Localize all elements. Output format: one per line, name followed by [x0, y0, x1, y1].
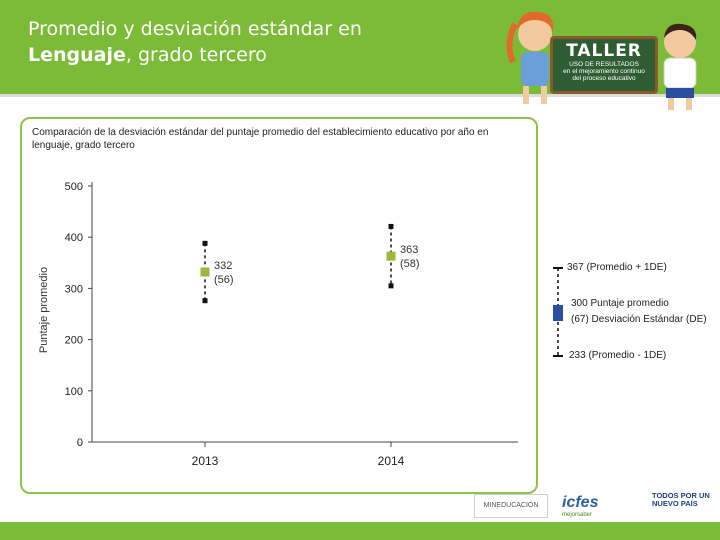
header-divider	[0, 94, 720, 97]
y-tick-label: 100	[65, 386, 83, 398]
taller-logo: TALLER USO DE RESULTADOS en el mejoramie…	[550, 36, 658, 94]
y-tick-label: 500	[65, 181, 83, 193]
legend-upper-label: 367 (Promedio + 1DE)	[567, 262, 667, 273]
icfes-logo: icfes	[562, 494, 599, 511]
taller-sub1: USO DE RESULTADOS	[569, 61, 639, 68]
slide-title-rest: , grado tercero	[125, 44, 267, 66]
x-tick-label: 2013	[192, 454, 219, 468]
legend-sd-label: (67) Desviación Estándar (DE)	[571, 314, 707, 325]
chart-card	[20, 117, 538, 494]
sd-label: (58)	[400, 258, 420, 270]
x-ticks: 2013 2014	[192, 442, 405, 468]
mineducacion-logo: MINEDUCACIÓN	[474, 494, 548, 518]
mean-point	[386, 251, 396, 261]
y-tick-label: 0	[77, 437, 83, 449]
upper-cap	[202, 240, 208, 246]
lower-cap	[388, 283, 394, 289]
taller-word: TALLER	[566, 41, 642, 61]
x-tick-label: 2014	[378, 454, 405, 468]
upper-cap	[388, 223, 394, 229]
y-tick-label: 300	[65, 283, 83, 295]
legend-mean-marker	[553, 305, 563, 321]
legend-lower-label: 233 (Promedio - 1DE)	[569, 350, 667, 361]
sd-label: (56)	[214, 274, 234, 286]
y-axis-label: Puntaje promedio	[38, 267, 50, 353]
slide-title: Promedio y desviación estándar en Lengua…	[28, 16, 362, 68]
y-ticks: 0 100 200 300 400 500	[65, 181, 92, 449]
boy-illustration	[663, 23, 697, 110]
chart-title: Comparación de la desviación estándar de…	[32, 127, 489, 151]
footer-bar	[0, 522, 720, 540]
y-tick-label: 400	[65, 232, 83, 244]
gov-line2: NUEVO PAÍS	[652, 499, 698, 508]
government-logo: TODOS POR UN NUEVO PAÍS	[652, 492, 710, 508]
lower-cap	[202, 298, 208, 304]
taller-sub3: del proceso educativo	[572, 75, 636, 82]
y-tick-label: 200	[65, 335, 83, 347]
slide-title-line1: Promedio y desviación estándar en	[28, 18, 362, 40]
girl-illustration	[506, 11, 554, 104]
gov-line1: TODOS POR UN	[652, 491, 710, 500]
legend-mean-label: 300 Puntaje promedio	[571, 298, 669, 309]
mean-point	[200, 267, 210, 277]
taller-sub2: en el mejoramiento continuo	[563, 68, 645, 75]
chart-marks: 332 (56) 363 (58)	[200, 223, 420, 304]
mean-label: 332	[214, 260, 232, 272]
legend: 367 (Promedio + 1DE) 300 Puntaje promedi…	[548, 258, 720, 368]
legend-glyph	[553, 267, 563, 357]
icfes-tagline: mejorsaber	[562, 512, 593, 518]
mean-label: 363	[400, 244, 418, 256]
slide-title-subject: Lenguaje	[28, 44, 126, 66]
